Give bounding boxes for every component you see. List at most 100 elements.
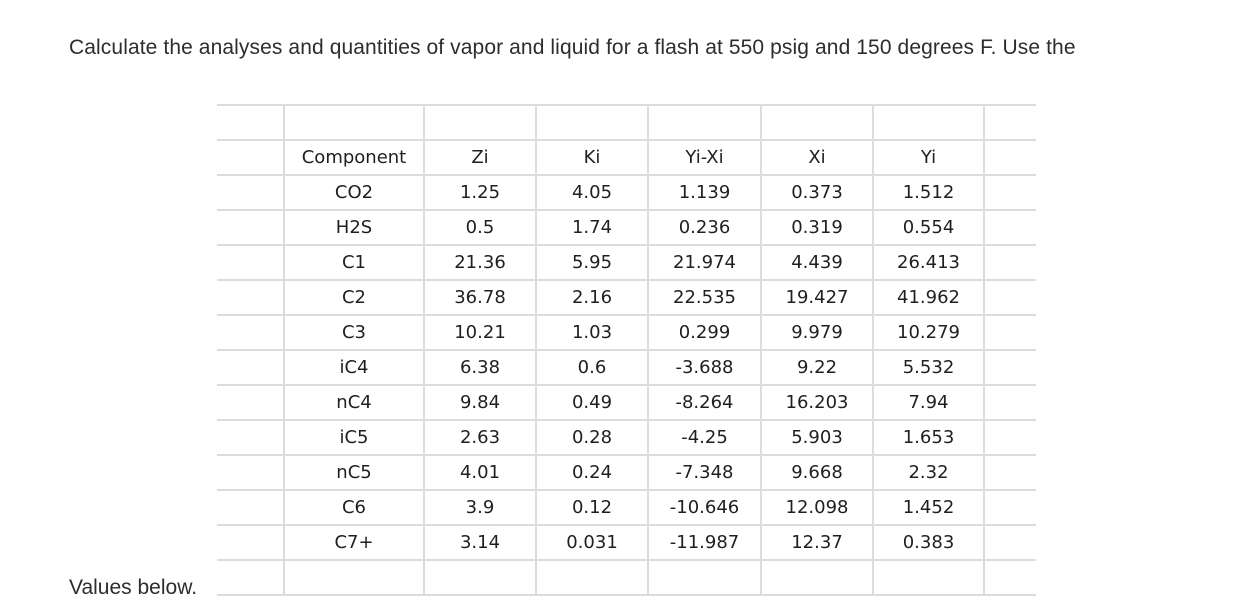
cell xyxy=(217,209,285,246)
zi-cell: 2.63 xyxy=(423,419,537,456)
header-xi: Xi xyxy=(760,139,874,176)
cell xyxy=(760,104,874,141)
cell xyxy=(983,454,1036,491)
cell xyxy=(217,139,285,176)
cell xyxy=(217,244,285,281)
table-row: nC5 4.01 0.24 -7.348 9.668 2.32 xyxy=(217,454,1036,491)
ki-cell: 5.95 xyxy=(535,244,649,281)
table-row: C7+ 3.14 0.031 -11.987 12.37 0.383 xyxy=(217,524,1036,561)
component-cell: C7+ xyxy=(283,524,425,561)
cell xyxy=(983,314,1036,351)
component-cell: nC4 xyxy=(283,384,425,421)
component-cell: H2S xyxy=(283,209,425,246)
zi-cell: 21.36 xyxy=(423,244,537,281)
yi-cell: 2.32 xyxy=(872,454,985,491)
yi-cell: 7.94 xyxy=(872,384,985,421)
yi-xi-cell: 21.974 xyxy=(647,244,762,281)
ki-cell: 1.03 xyxy=(535,314,649,351)
component-cell: C6 xyxy=(283,489,425,526)
yi-xi-cell: 0.299 xyxy=(647,314,762,351)
cell xyxy=(760,559,874,596)
cell xyxy=(872,104,985,141)
table-row: CO2 1.25 4.05 1.139 0.373 1.512 xyxy=(217,174,1036,211)
component-cell: C1 xyxy=(283,244,425,281)
cell xyxy=(647,104,762,141)
cell xyxy=(983,104,1036,141)
component-cell: C3 xyxy=(283,314,425,351)
xi-cell: 12.098 xyxy=(760,489,874,526)
table-row: C1 21.36 5.95 21.974 4.439 26.413 xyxy=(217,244,1036,281)
cell xyxy=(983,384,1036,421)
yi-cell: 26.413 xyxy=(872,244,985,281)
cell xyxy=(983,559,1036,596)
yi-cell: 1.512 xyxy=(872,174,985,211)
zi-cell: 0.5 xyxy=(423,209,537,246)
blank-row xyxy=(217,104,1036,141)
xi-cell: 4.439 xyxy=(760,244,874,281)
header-zi: Zi xyxy=(423,139,537,176)
ki-cell: 0.28 xyxy=(535,419,649,456)
zi-cell: 36.78 xyxy=(423,279,537,316)
xi-cell: 0.373 xyxy=(760,174,874,211)
cell xyxy=(217,489,285,526)
xi-cell: 9.979 xyxy=(760,314,874,351)
cell xyxy=(423,559,537,596)
zi-cell: 6.38 xyxy=(423,349,537,386)
cell xyxy=(283,559,425,596)
cell xyxy=(217,524,285,561)
component-cell: CO2 xyxy=(283,174,425,211)
yi-xi-cell: 22.535 xyxy=(647,279,762,316)
xi-cell: 16.203 xyxy=(760,384,874,421)
cell xyxy=(217,349,285,386)
cell xyxy=(647,559,762,596)
header-row: Component Zi Ki Yi-Xi Xi Yi xyxy=(217,139,1036,176)
ki-cell: 0.24 xyxy=(535,454,649,491)
cell xyxy=(535,559,649,596)
yi-xi-cell: -8.264 xyxy=(647,384,762,421)
spreadsheet-table-image: Component Zi Ki Yi-Xi Xi Yi CO2 1.25 4.0… xyxy=(217,104,1036,596)
xi-cell: 9.22 xyxy=(760,349,874,386)
header-yi-xi: Yi-Xi xyxy=(647,139,762,176)
ki-cell: 4.05 xyxy=(535,174,649,211)
yi-cell: 10.279 xyxy=(872,314,985,351)
cell xyxy=(423,104,537,141)
header-ki: Ki xyxy=(535,139,649,176)
cell xyxy=(983,139,1036,176)
table-row: C3 10.21 1.03 0.299 9.979 10.279 xyxy=(217,314,1036,351)
table-row: nC4 9.84 0.49 -8.264 16.203 7.94 xyxy=(217,384,1036,421)
cell xyxy=(983,349,1036,386)
ki-cell: 1.74 xyxy=(535,209,649,246)
yi-cell: 1.653 xyxy=(872,419,985,456)
cell xyxy=(983,489,1036,526)
table-row: C2 36.78 2.16 22.535 19.427 41.962 xyxy=(217,279,1036,316)
component-cell: C2 xyxy=(283,279,425,316)
zi-cell: 9.84 xyxy=(423,384,537,421)
xi-cell: 12.37 xyxy=(760,524,874,561)
xi-cell: 5.903 xyxy=(760,419,874,456)
yi-xi-cell: -7.348 xyxy=(647,454,762,491)
header-yi: Yi xyxy=(872,139,985,176)
blank-row xyxy=(217,559,1036,596)
question-text-continued: Values below. xyxy=(69,576,198,599)
header-component: Component xyxy=(283,139,425,176)
component-cell: nC5 xyxy=(283,454,425,491)
yi-cell: 1.452 xyxy=(872,489,985,526)
yi-xi-cell: 1.139 xyxy=(647,174,762,211)
cell xyxy=(983,244,1036,281)
table-row: iC5 2.63 0.28 -4.25 5.903 1.653 xyxy=(217,419,1036,456)
xi-cell: 19.427 xyxy=(760,279,874,316)
zi-cell: 3.14 xyxy=(423,524,537,561)
cell xyxy=(983,524,1036,561)
ki-cell: 2.16 xyxy=(535,279,649,316)
ki-cell: 0.49 xyxy=(535,384,649,421)
cell xyxy=(283,104,425,141)
cell xyxy=(983,209,1036,246)
cell xyxy=(535,104,649,141)
yi-cell: 0.554 xyxy=(872,209,985,246)
yi-xi-cell: -4.25 xyxy=(647,419,762,456)
cell xyxy=(217,384,285,421)
zi-cell: 3.9 xyxy=(423,489,537,526)
cell xyxy=(217,559,285,596)
zi-cell: 10.21 xyxy=(423,314,537,351)
flash-data-table: Component Zi Ki Yi-Xi Xi Yi CO2 1.25 4.0… xyxy=(217,104,1036,596)
